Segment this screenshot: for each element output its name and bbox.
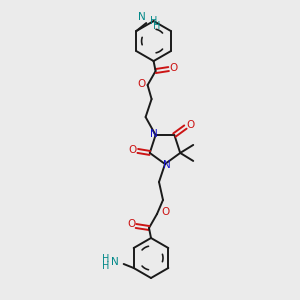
Text: H: H xyxy=(102,261,110,271)
Text: N: N xyxy=(111,257,119,267)
Text: N: N xyxy=(150,129,158,139)
Text: H: H xyxy=(153,21,161,31)
Text: O: O xyxy=(137,79,146,89)
Text: O: O xyxy=(186,120,194,130)
Text: O: O xyxy=(169,63,178,73)
Text: O: O xyxy=(129,145,137,155)
Text: N: N xyxy=(163,160,171,170)
Text: N: N xyxy=(137,12,145,22)
Text: O: O xyxy=(161,207,169,217)
Text: H: H xyxy=(102,254,110,264)
Text: O: O xyxy=(127,219,135,229)
Text: H: H xyxy=(150,16,158,26)
